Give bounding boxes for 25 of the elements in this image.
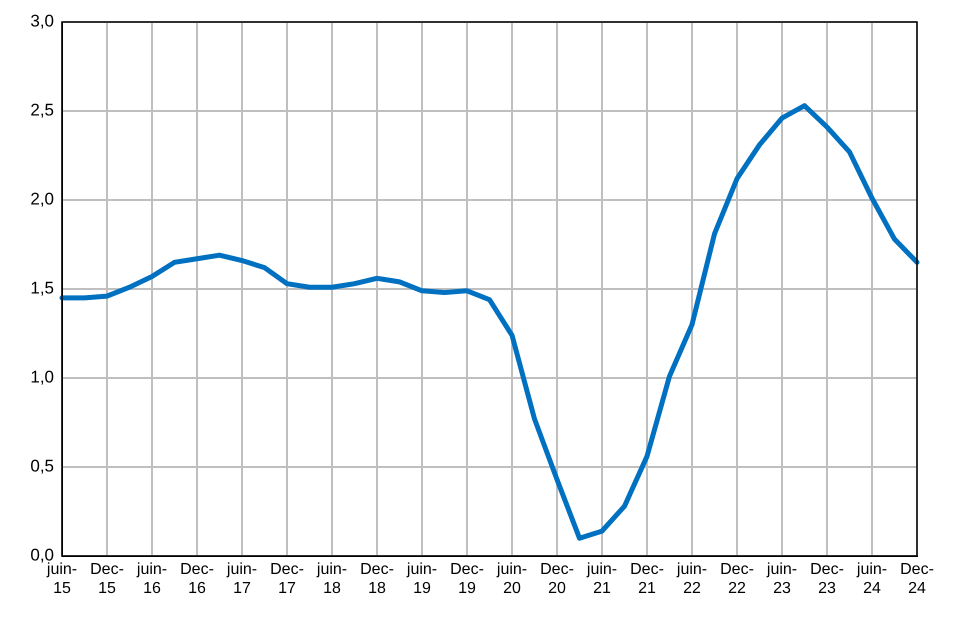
x-tick-label: juin-22 (676, 561, 708, 598)
x-tick-label: Dec-18 (360, 561, 394, 598)
x-tick-label: juin-16 (136, 561, 168, 598)
x-tick-label: Dec-20 (540, 561, 574, 598)
y-tick-label: 2,0 (30, 190, 54, 209)
y-tick-label: 1,0 (30, 368, 54, 387)
x-tick-label: Dec-15 (90, 561, 124, 598)
x-tick-label: Dec-24 (900, 561, 934, 598)
x-tick-label: Dec-17 (270, 561, 304, 598)
x-tick-label: juin-24 (856, 561, 888, 598)
x-tick-label: juin-17 (226, 561, 258, 598)
x-tick-label: juin-19 (406, 561, 438, 598)
x-tick-label: Dec-16 (180, 561, 214, 598)
y-tick-label: 2,5 (30, 100, 54, 120)
y-tick-label: 3,0 (30, 12, 54, 31)
x-tick-label: Dec-21 (630, 561, 664, 598)
x-tick-label: Dec-23 (810, 561, 844, 598)
x-tick-label: juin-20 (496, 561, 528, 598)
y-tick-label: 1,5 (30, 278, 54, 298)
x-tick-label: Dec-19 (450, 561, 484, 598)
x-tick-label: juin-18 (316, 561, 348, 598)
x-tick-label: juin-21 (586, 561, 618, 598)
x-tick-label: juin-23 (766, 561, 798, 598)
y-tick-label: 0,5 (30, 456, 54, 476)
x-tick-label: Dec-22 (720, 561, 754, 598)
